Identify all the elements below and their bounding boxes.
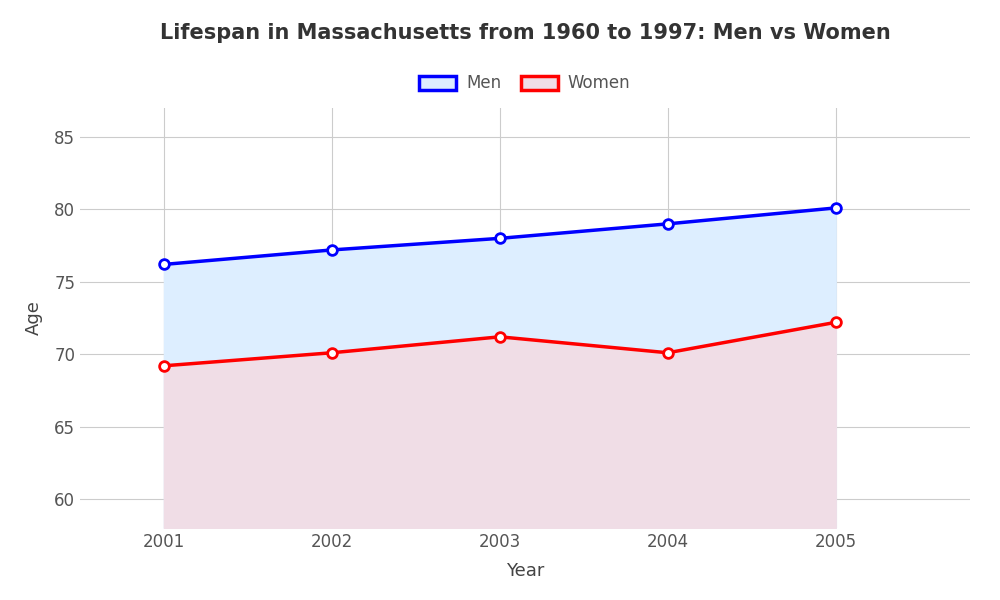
Legend: Men, Women: Men, Women [419, 74, 631, 92]
X-axis label: Year: Year [506, 562, 544, 580]
Y-axis label: Age: Age [25, 301, 43, 335]
Title: Lifespan in Massachusetts from 1960 to 1997: Men vs Women: Lifespan in Massachusetts from 1960 to 1… [160, 23, 890, 43]
